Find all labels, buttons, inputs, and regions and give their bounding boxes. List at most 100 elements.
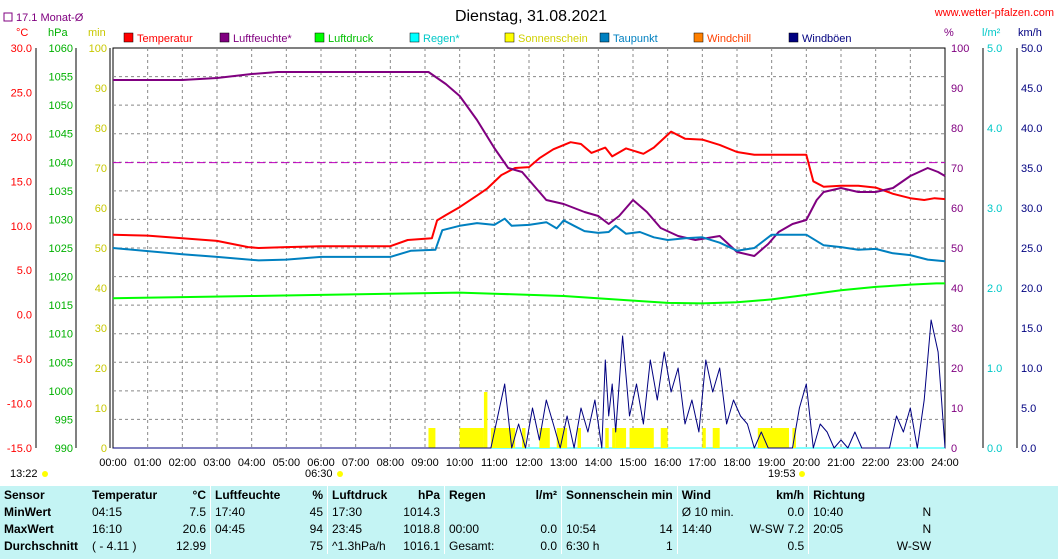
x-tick-label: 08:00 — [377, 457, 405, 469]
axes: 30.0 25.0 20.0 15.0 10.0 5.0 0.0 -5.0 -10.0 -15.0… — [7, 43, 1043, 469]
x-tick-label: 19:00 — [758, 457, 786, 469]
x-tick-label: 21:00 — [827, 457, 855, 469]
statistics-panel: Sensor Temperatur °C Luftfeuchte % Luftd… — [0, 486, 1058, 559]
pressure-tick-label: 1010 — [49, 329, 73, 341]
col-hum-unit: % — [312, 487, 323, 502]
x-tick-label: 24:00 — [931, 457, 959, 469]
sunshine-bar — [428, 428, 436, 448]
pressure-tick-label: 1020 — [49, 272, 73, 284]
x-tick-label: 23:00 — [897, 457, 925, 469]
x-tick-label: 16:00 — [654, 457, 682, 469]
minutes-tick-label: 60 — [95, 203, 107, 215]
x-tick-label: 07:00 — [342, 457, 370, 469]
minutes-unit-label: min — [88, 27, 106, 39]
minutes-tick-label: 10 — [95, 403, 107, 415]
legend-label: Sonnenschein — [518, 33, 588, 45]
sunshine-bar — [459, 428, 484, 448]
sunshine-bar — [522, 428, 526, 448]
x-tick-label: 20:00 — [793, 457, 821, 469]
x-tick-label: 22:00 — [862, 457, 890, 469]
x-tick-label: 05:00 — [273, 457, 301, 469]
dir-avg-value: W-SW — [896, 538, 932, 553]
pressure-tick-label: 1050 — [49, 100, 73, 112]
percent-tick-label: 100 — [951, 43, 969, 55]
x-tick-label: 12:00 — [515, 457, 543, 469]
site-link[interactable]: www.wetter-pfalzen.com — [934, 7, 1054, 19]
wind-min-value: 0.0 — [787, 504, 805, 519]
minutes-tick-label: 50 — [95, 243, 107, 255]
col-humidity: Luftfeuchte — [210, 486, 289, 503]
wind-avg-value: 0.5 — [787, 538, 805, 553]
sunshine-bar — [629, 428, 654, 448]
pressure-tick-label: 1035 — [49, 186, 73, 198]
pressure-tick-label: 990 — [55, 443, 73, 455]
minutes-tick-label: 40 — [95, 283, 107, 295]
legend-label: Luftfeuchte* — [233, 33, 292, 45]
sunset-icon — [799, 471, 805, 477]
x-tick-label: 01:00 — [134, 457, 162, 469]
temp-tick-label: 25.0 — [11, 87, 32, 99]
temp-min-value: 7.5 — [189, 504, 206, 519]
col-temperature: Temperatur — [92, 487, 158, 502]
col-wind: Wind — [676, 486, 746, 503]
minutes-tick-label: 0 — [101, 443, 107, 455]
sunshine-bar — [615, 428, 627, 448]
sun-min-value — [638, 503, 678, 520]
temp-max-time: 16:10 — [92, 521, 123, 536]
series-line-luftdruck — [112, 282, 945, 305]
hum-min-value: 45 — [309, 504, 323, 519]
wind-tick-label: 25.0 — [1021, 243, 1042, 255]
wind-tick-label: 45.0 — [1021, 83, 1042, 95]
legend-label: Temperatur — [137, 33, 193, 45]
temp-max-value: 20.6 — [182, 521, 206, 536]
pressure-tick-label: 1030 — [49, 214, 73, 226]
temp-tick-label: 20.0 — [11, 132, 32, 144]
chart-title: Dienstag, 31.08.2021 — [455, 8, 607, 25]
legend: Temperatur Luftfeuchte* Luftdruck Regen* Son… — [123, 32, 852, 45]
stats-row-min: MinWert 04:15 7.5 17:40 45 17:30 1014.3 … — [0, 503, 935, 520]
press-max-time: 23:45 — [327, 520, 396, 537]
sunrise-time: 06:30 — [305, 468, 333, 480]
wind-tick-label: 0.0 — [1021, 443, 1036, 455]
wind-tick-label: 35.0 — [1021, 163, 1042, 175]
wind-tick-label: 50.0 — [1021, 43, 1042, 55]
wind-min-time: Ø 10 min. — [676, 503, 746, 520]
temp-tick-label: -5.0 — [13, 354, 32, 366]
pressure-tick-label: 1025 — [49, 243, 73, 255]
moon-icon — [42, 471, 48, 477]
minutes-tick-label: 100 — [89, 43, 107, 55]
legend-label: Windböen — [802, 33, 852, 45]
legend-swatch — [123, 32, 134, 43]
legend-swatch — [788, 32, 799, 43]
percent-tick-label: 0 — [951, 443, 957, 455]
series-line-taupunkt — [112, 217, 946, 263]
wind-unit-label: km/h — [1018, 27, 1042, 39]
col-pressure: Luftdruck — [327, 486, 396, 503]
pressure-tick-label: 1000 — [49, 386, 73, 398]
rain-tick-label: 3.0 — [987, 203, 1002, 215]
stats-row-max: MaxWert 16:10 20.6 04:45 94 23:45 1018.8… — [0, 520, 935, 537]
sunshine-bar — [539, 428, 550, 448]
legend-label: Luftdruck — [328, 33, 374, 45]
sun-avg-value: 1 — [666, 538, 673, 553]
temp-tick-label: 5.0 — [17, 265, 32, 277]
rain-total-label: Gesamt: — [444, 537, 513, 554]
hum-min-time: 17:40 — [210, 503, 289, 520]
wind-tick-label: 10.0 — [1021, 363, 1042, 375]
temp-avg-note: ( - 4.11 ) — [92, 538, 137, 553]
sunshine-bar — [612, 428, 616, 448]
col-direction: Richtung — [808, 486, 878, 503]
x-tick-label: 15:00 — [619, 457, 647, 469]
percent-tick-label: 50 — [951, 243, 963, 255]
pressure-tick-label: 1045 — [49, 129, 73, 141]
hum-max-value: 94 — [309, 521, 323, 536]
stats-header-row: Sensor Temperatur °C Luftfeuchte % Luftd… — [0, 486, 935, 503]
legend-label: Taupunkt — [613, 33, 658, 45]
temp-avg-value: 12.99 — [175, 538, 206, 553]
dir-avg-note — [808, 537, 878, 554]
legend-swatch — [219, 32, 230, 43]
minutes-tick-label: 80 — [95, 123, 107, 135]
wind-avg-note — [676, 537, 746, 554]
temp-unit-label: °C — [16, 27, 28, 39]
sunshine-bar — [702, 428, 706, 448]
